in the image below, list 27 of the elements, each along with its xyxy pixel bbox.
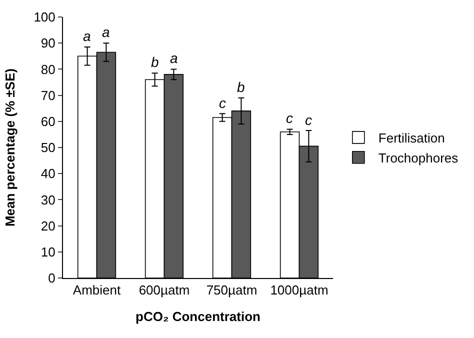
annotation: b [151,54,159,70]
annotation: a [83,28,91,44]
y-tick-label: 60 [40,114,56,129]
annotation: a [170,50,178,66]
annotation: c [219,95,226,111]
y-tick-label: 40 [40,166,56,182]
x-axis-title: pCO₂ Concentration [136,309,261,324]
x-tick-label: 600µatm [138,282,190,298]
y-tick-label: 90 [40,36,56,51]
annotation: c [286,110,293,126]
y-tick-label: 20 [40,218,56,234]
y-tick-label: 0 [48,270,56,286]
legend-label: Trochophores [378,150,459,166]
y-tick-label: 100 [34,10,56,25]
y-tick-label: 30 [40,192,56,208]
annotation: a [102,24,110,40]
annotation: c [305,112,312,128]
x-tick-label: 750µatm [206,282,258,298]
y-tick-label: 70 [40,88,56,103]
y-tick-label: 80 [40,62,56,77]
legend-label: Fertilisation [378,130,445,146]
y-tick-label: 50 [40,140,56,156]
x-tick-label: 1000µatm [270,282,328,298]
x-tick-label: Ambient [72,282,121,298]
y-tick-label: 10 [40,244,56,260]
y-axis-title: Mean percentage (% ±SE) [2,68,18,227]
annotation: b [237,79,245,95]
